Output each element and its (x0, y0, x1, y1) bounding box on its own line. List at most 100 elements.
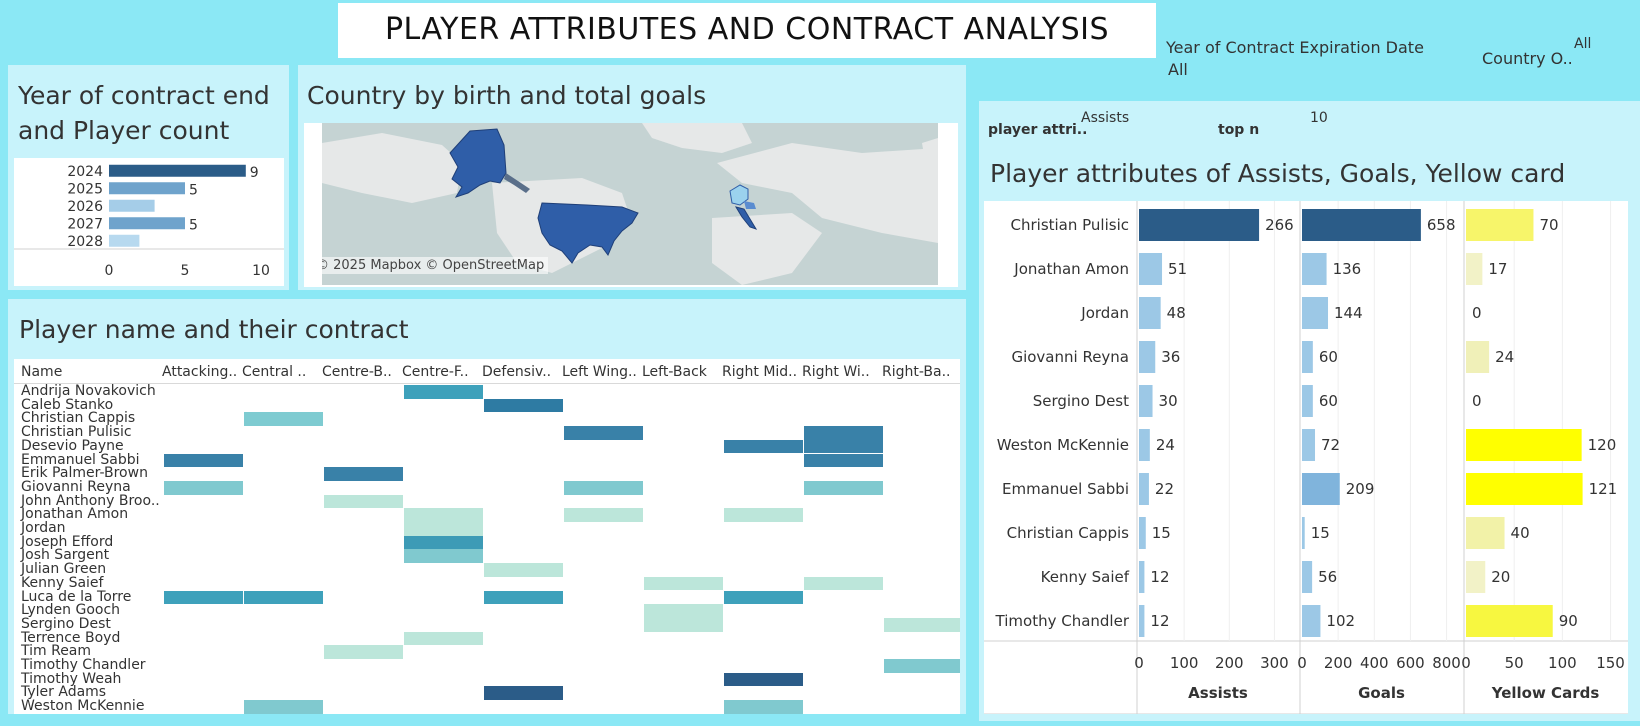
heatmap-cell-giovanni-reyna-right-wi[interactable] (804, 480, 883, 495)
heatmap-cell-terrence-boyd-centre-f[interactable] (404, 631, 483, 646)
heatmap-cell-josh-sargent-centre-f[interactable] (404, 549, 483, 564)
heatmap-row-josh-sargent[interactable]: Josh Sargent (21, 547, 110, 564)
attr-bar-assists-emmanuel-sabbi[interactable] (1139, 473, 1149, 505)
attr-bar-goals-weston-mckennie[interactable] (1302, 429, 1316, 461)
top-n-filter-value[interactable]: 10 (1310, 110, 1328, 126)
heatmap-row-jordan[interactable]: Jordan (21, 520, 66, 536)
heatmap-row-julian-green[interactable]: Julian Green (21, 561, 107, 578)
attr-bar-assists-giovanni-reyna[interactable] (1139, 341, 1156, 373)
heatmap-cell-lynden-gooch-left-back[interactable] (644, 604, 723, 618)
heatmap-row-timothy-chandler[interactable]: Timothy Chandler (21, 657, 146, 673)
heatmap-cell-luca-de-la-torre-central[interactable] (244, 590, 323, 605)
heatmap-row-john-anthony-broo[interactable]: John Anthony Broo.. (21, 492, 160, 509)
attr-player-emmanuel-sabbi[interactable]: Emmanuel Sabbi (1002, 480, 1129, 498)
map-credit[interactable]: © 2025 Mapbox © OpenStreetMap (322, 257, 549, 274)
heatmap-cell-weston-mckennie-right-mid[interactable] (724, 700, 803, 714)
heatmap-row-kenny-saief[interactable]: Kenny Saief (21, 574, 104, 591)
heatmap-row-lynden-gooch[interactable]: Lynden Gooch (21, 602, 121, 619)
heatmap-cell-andrija-novakovich-centre-f[interactable] (404, 385, 483, 399)
attr-player-timothy-chandler[interactable]: Timothy Chandler (995, 612, 1130, 630)
attr-bar-yellow-cards-jonathan-amon[interactable] (1466, 253, 1483, 285)
heatmap-cell-luca-de-la-torre-attacking[interactable] (164, 590, 243, 605)
heatmap-row-desevio-payne[interactable]: Desevio Payne (21, 437, 124, 454)
attr-player-weston-mckennie[interactable]: Weston McKennie (997, 436, 1129, 454)
heatmap-cell-erik-palmer-brown-centre-b[interactable] (324, 467, 403, 481)
heatmap-row-erik-palmer-brown[interactable]: Erik Palmer-Brown (21, 465, 148, 482)
attr-bar-assists-sergino-dest[interactable] (1139, 385, 1153, 417)
attr-bar-goals-sergino-dest[interactable] (1302, 385, 1313, 417)
heatmap-row-christian-cappis[interactable]: Christian Cappis (21, 410, 136, 427)
attr-bar-assists-jonathan-amon[interactable] (1139, 253, 1163, 285)
attr-bar-assists-kenny-saief[interactable] (1139, 561, 1145, 593)
heatmap-cell-timothy-weah-right-mid[interactable] (724, 672, 803, 687)
heatmap-cell-john-anthony-broo-centre-b[interactable] (324, 494, 403, 509)
attr-player-giovanni-reyna[interactable]: Giovanni Reyna (1011, 348, 1129, 366)
heatmap-cell-desevio-payne-right-wi[interactable] (804, 439, 883, 454)
attr-bar-assists-timothy-chandler[interactable] (1139, 605, 1145, 637)
heatmap-row-sergino-dest[interactable]: Sergino Dest (21, 615, 111, 632)
attr-bar-assists-christian-cappis[interactable] (1139, 517, 1146, 549)
heatmap-row-emmanuel-sabbi[interactable]: Emmanuel Sabbi (21, 451, 140, 468)
heatmap-cell-jordan-centre-f[interactable] (404, 522, 483, 536)
year-bar-2027[interactable] (109, 217, 185, 230)
heatmap-cell-julian-green-defensiv[interactable] (484, 563, 563, 577)
heatmap-cell-sergino-dest-left-back[interactable] (644, 617, 723, 632)
heatmap-row-timothy-weah[interactable]: Timothy Weah (21, 670, 122, 687)
heatmap-cell-kenny-saief-left-back[interactable] (644, 576, 723, 591)
attr-bar-goals-kenny-saief[interactable] (1302, 561, 1313, 593)
heatmap-cell-emmanuel-sabbi-attacking[interactable] (164, 453, 243, 468)
attr-player-kenny-saief[interactable]: Kenny Saief (1041, 568, 1130, 586)
year-bar-2026[interactable] (109, 199, 155, 212)
heatmap-cell-christian-pulisic-right-wi[interactable] (804, 426, 883, 440)
heatmap-cell-emmanuel-sabbi-right-wi[interactable] (804, 453, 883, 468)
heatmap-row-joseph-efford[interactable]: Joseph Efford (21, 533, 114, 550)
heatmap-cell-desevio-payne-right-mid[interactable] (724, 439, 803, 454)
attr-bar-goals-timothy-chandler[interactable] (1302, 605, 1321, 637)
attr-player-jonathan-amon[interactable]: Jonathan Amon (1013, 260, 1129, 278)
attr-bar-yellow-cards-timothy-chandler[interactable] (1466, 605, 1553, 637)
heatmap-cell-luca-de-la-torre-right-mid[interactable] (724, 590, 803, 605)
heatmap-row-luca-de-la-torre[interactable]: Luca de la Torre (21, 588, 132, 605)
attr-bar-assists-jordan[interactable] (1139, 297, 1161, 329)
attr-bar-goals-emmanuel-sabbi[interactable] (1302, 473, 1340, 505)
attr-player-sergino-dest[interactable]: Sergino Dest (1033, 392, 1129, 410)
player-attr-filter-value[interactable]: Assists (1081, 110, 1130, 126)
heatmap-row-tim-ream[interactable]: Tim Ream (21, 643, 92, 660)
attr-bar-yellow-cards-christian-cappis[interactable] (1466, 517, 1505, 549)
heatmap-row-giovanni-reyna[interactable]: Giovanni Reyna (21, 478, 131, 495)
attr-bar-yellow-cards-weston-mckennie[interactable] (1466, 429, 1582, 461)
heatmap-cell-caleb-stanko-defensiv[interactable] (484, 398, 563, 413)
heatmap-cell-giovanni-reyna-attacking[interactable] (164, 480, 243, 495)
attr-bar-goals-jordan[interactable] (1302, 297, 1329, 329)
heatmap-row-caleb-stanko[interactable]: Caleb Stanko (21, 396, 114, 413)
heatmap-row-tyler-adams[interactable]: Tyler Adams (21, 684, 107, 701)
attr-bar-yellow-cards-christian-pulisic[interactable] (1466, 209, 1534, 241)
attr-player-christian-cappis[interactable]: Christian Cappis (1007, 524, 1130, 542)
heatmap-cell-joseph-efford-centre-f[interactable] (404, 535, 483, 550)
attr-bar-goals-christian-pulisic[interactable] (1302, 209, 1421, 241)
attr-bar-yellow-cards-kenny-saief[interactable] (1466, 561, 1486, 593)
heatmap-cell-jonathan-amon-centre-f[interactable] (404, 508, 483, 522)
heatmap-cell-luca-de-la-torre-defensiv[interactable] (484, 590, 563, 605)
heatmap-row-terrence-boyd[interactable]: Terrence Boyd (21, 629, 121, 646)
heatmap-cell-tim-ream-centre-b[interactable] (324, 645, 403, 659)
attr-bar-assists-weston-mckennie[interactable] (1139, 429, 1150, 461)
heatmap-cell-sergino-dest-right-ba[interactable] (884, 617, 960, 632)
heatmap-cell-jonathan-amon-left-wing[interactable] (564, 508, 643, 522)
attr-bar-assists-christian-pulisic[interactable] (1139, 209, 1260, 241)
country-filter-value[interactable]: All (1574, 36, 1592, 52)
heatmap-cell-giovanni-reyna-left-wing[interactable] (564, 480, 643, 495)
attr-bar-goals-giovanni-reyna[interactable] (1302, 341, 1313, 373)
attr-bar-yellow-cards-emmanuel-sabbi[interactable] (1466, 473, 1583, 505)
heatmap-cell-christian-cappis-central[interactable] (244, 412, 323, 427)
year-bar-2024[interactable] (109, 164, 246, 177)
heatmap-cell-kenny-saief-right-wi[interactable] (804, 576, 883, 591)
heatmap-row-weston-mckennie[interactable]: Weston McKennie (21, 698, 145, 714)
attr-bar-goals-christian-cappis[interactable] (1302, 517, 1305, 549)
heatmap-row-jonathan-amon[interactable]: Jonathan Amon (21, 506, 129, 523)
year-bar-2028[interactable] (109, 234, 140, 247)
attr-bar-yellow-cards-giovanni-reyna[interactable] (1466, 341, 1490, 373)
heatmap-row-christian-pulisic[interactable]: Christian Pulisic (21, 424, 132, 441)
heatmap-cell-christian-pulisic-left-wing[interactable] (564, 426, 643, 440)
heatmap-cell-timothy-chandler-right-ba[interactable] (884, 659, 960, 673)
